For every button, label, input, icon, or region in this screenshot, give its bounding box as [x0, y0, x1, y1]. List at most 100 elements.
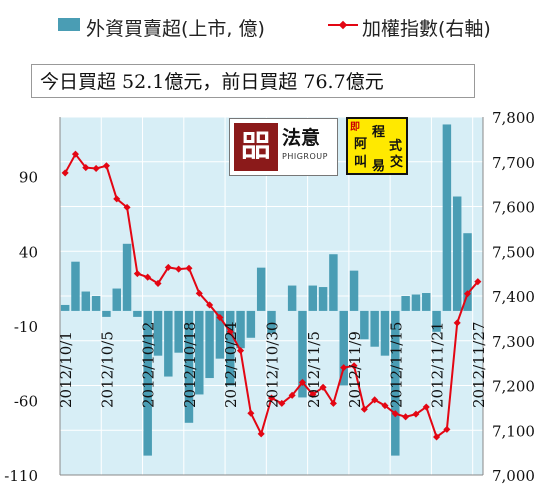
line-point — [82, 164, 90, 172]
line-point — [247, 409, 255, 417]
line-point — [381, 402, 389, 410]
bar — [422, 293, 431, 311]
bar — [370, 310, 379, 347]
x-tick-label: 2012/10/1 — [57, 331, 75, 408]
line-point — [474, 278, 482, 286]
logo2-char: 程 — [372, 125, 386, 140]
phigroup-seal-icon: 㗊 — [234, 123, 278, 171]
right-tick-label: 7,700 — [492, 154, 535, 172]
bar — [463, 233, 472, 311]
x-tick-label: 2012/10/18 — [181, 322, 199, 408]
line-point — [433, 433, 441, 441]
bar — [60, 304, 70, 311]
right-tick-label: 7,300 — [492, 333, 535, 351]
x-tick-label: 2012/11/21 — [429, 322, 447, 408]
bar — [133, 310, 142, 317]
bar — [267, 310, 276, 334]
bar — [452, 196, 462, 311]
bar — [256, 267, 266, 311]
line-point — [216, 313, 224, 322]
line-point — [298, 378, 306, 386]
logo2-char: 式 — [389, 139, 403, 154]
legend-bar-swatch — [58, 18, 80, 31]
bar — [143, 310, 152, 456]
line-point — [175, 265, 183, 273]
right-tick-label: 7,200 — [492, 378, 535, 396]
line-point — [340, 364, 348, 372]
right-tick-label: 7,500 — [492, 243, 535, 261]
phigroup-name: 法意 — [282, 127, 321, 149]
bar — [401, 296, 410, 311]
right-tick-label: 7,600 — [492, 199, 535, 217]
logo2-char: 交 — [390, 155, 404, 170]
bar — [391, 310, 400, 456]
logo2-char: 易 — [372, 159, 386, 174]
line-point — [329, 399, 337, 407]
line-point — [319, 383, 327, 391]
bar — [205, 310, 214, 379]
bar — [164, 310, 173, 377]
x-tick-label: 2012/10/30 — [264, 322, 282, 408]
logo2-char: 叫 — [354, 155, 368, 170]
legend-bar-label: 外資買賣超(上市, 億) — [86, 18, 265, 40]
bar — [246, 310, 256, 338]
bar — [380, 310, 390, 356]
phigroup-sub: PHIGROUP — [282, 152, 328, 161]
left-tick-label: 40 — [19, 243, 38, 261]
bar — [174, 310, 183, 353]
line-point — [92, 164, 100, 172]
line-point — [133, 270, 141, 278]
bar — [360, 310, 369, 340]
right-tick-label: 7,000 — [492, 467, 535, 485]
line-point — [123, 203, 131, 211]
line-point — [164, 263, 172, 271]
bar — [226, 310, 235, 386]
line-point — [185, 264, 193, 272]
left-tick-label: 90 — [19, 169, 38, 187]
line-point — [154, 279, 162, 288]
line-point — [237, 347, 245, 355]
bar — [102, 310, 111, 317]
bar — [153, 310, 163, 356]
line-point — [360, 405, 368, 413]
bar — [71, 261, 80, 311]
bar — [236, 310, 245, 349]
x-tick-label: 2012/10/5 — [98, 331, 116, 408]
bar — [329, 254, 338, 311]
program-trading-logo: 即 阿 程 式 叫 易 交 — [346, 117, 408, 175]
line-point — [206, 301, 214, 309]
x-tick-label: 2012/11/27 — [470, 322, 488, 408]
line-point — [412, 410, 420, 418]
line-point — [309, 390, 317, 398]
bar — [308, 285, 317, 311]
bar — [318, 287, 328, 311]
bar — [215, 310, 225, 359]
logo2-char: 阿 — [354, 137, 368, 152]
line-point — [71, 150, 80, 158]
x-tick-label: 2012/11/5 — [305, 331, 323, 408]
line-point — [402, 413, 410, 421]
line-point — [443, 425, 451, 433]
bar — [442, 124, 452, 311]
line-point — [371, 396, 379, 404]
right-tick-label: 7,400 — [492, 288, 535, 306]
bar — [349, 270, 359, 311]
line-point — [278, 399, 286, 407]
bar — [287, 285, 297, 311]
line-point — [113, 195, 121, 203]
line-point — [288, 391, 296, 399]
bar — [195, 310, 204, 395]
line-point — [257, 430, 265, 438]
left-tick-label: -110 — [4, 467, 38, 485]
line-point — [350, 362, 358, 370]
line-point — [144, 273, 152, 281]
bar — [432, 310, 441, 332]
bar — [112, 288, 121, 311]
line-point — [453, 319, 461, 327]
x-tick-label: 2012/11/15 — [387, 322, 405, 408]
x-tick-label: 2012/10/24 — [222, 322, 240, 408]
line-point — [102, 162, 110, 170]
bar — [91, 296, 101, 311]
line-point — [195, 289, 203, 297]
